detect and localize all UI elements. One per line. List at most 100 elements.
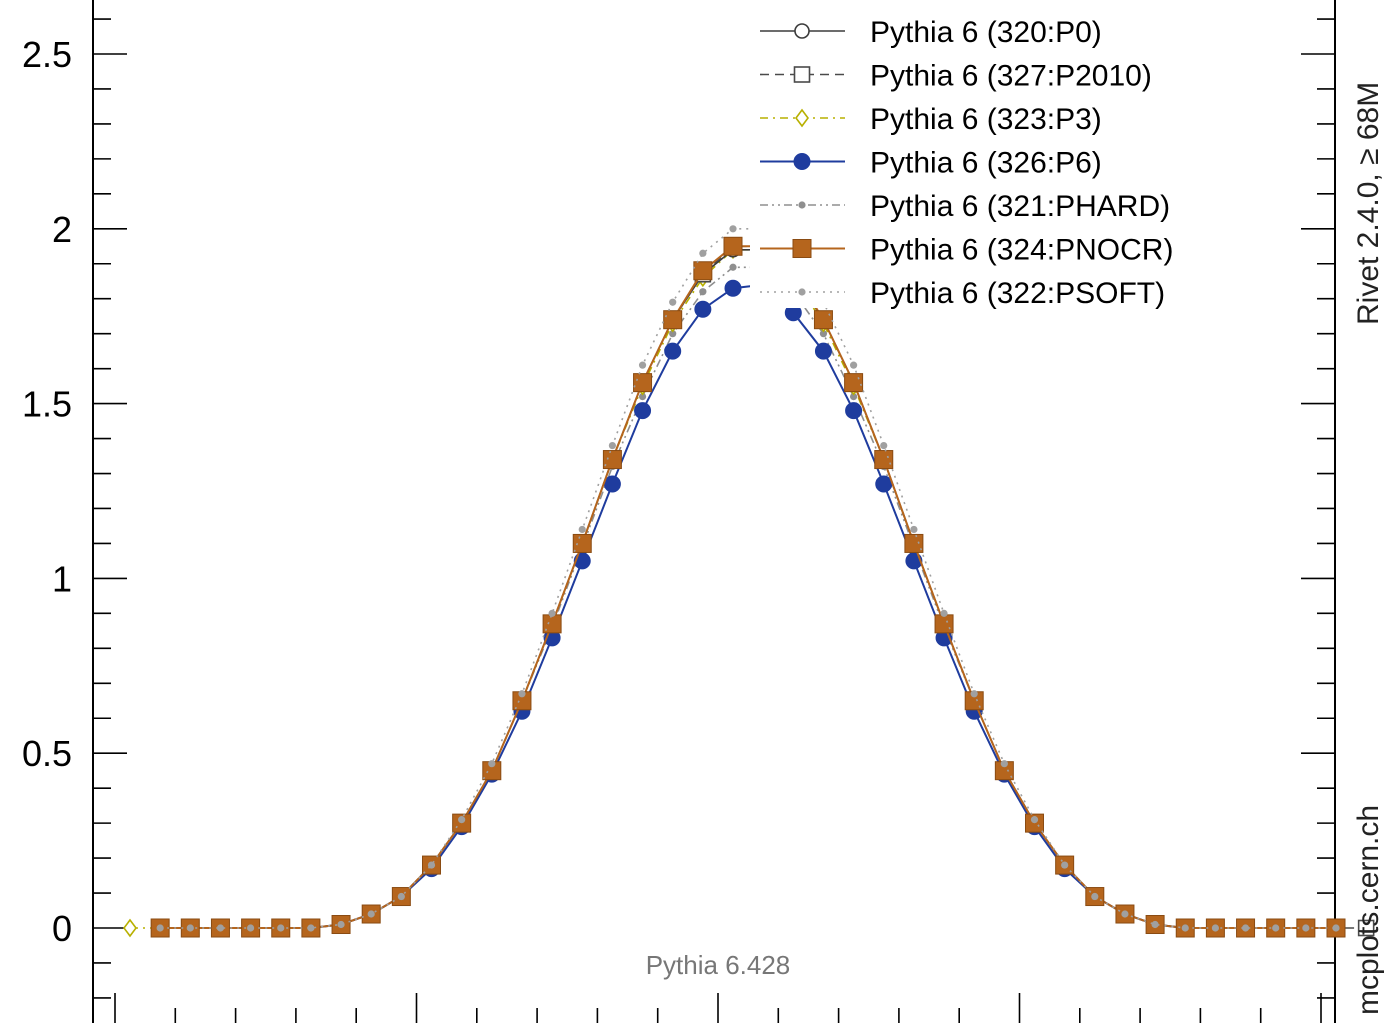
site-watermark: mcplots.cern.ch (1352, 805, 1385, 1015)
data-point (337, 920, 345, 929)
data-point (910, 525, 918, 534)
series-line (160, 228, 1336, 929)
data-point (1091, 892, 1099, 901)
data-point (724, 279, 742, 297)
data-point (123, 918, 137, 938)
series-4 (156, 263, 1340, 932)
data-point (1000, 760, 1008, 768)
data-point (693, 261, 713, 281)
plot-frame (92, 0, 1336, 1023)
y-tick-label: 2 (52, 209, 72, 250)
data-point (845, 402, 863, 420)
data-point (663, 310, 683, 330)
data-point (664, 342, 682, 360)
series-layer (123, 225, 1375, 938)
data-point (729, 225, 737, 233)
data-point (602, 450, 622, 470)
data-point (603, 475, 621, 493)
data-point (572, 533, 592, 553)
data-point (694, 300, 712, 318)
legend-label: Pythia 6 (322:PSOFT) (870, 277, 1165, 310)
data-point (633, 373, 653, 393)
data-point (723, 236, 743, 256)
data-point (634, 402, 652, 420)
data-point (1357, 919, 1375, 937)
y-tick-label: 0.5 (22, 733, 72, 774)
data-point (669, 330, 677, 338)
x-axis (114, 993, 1322, 1023)
legend-marker (798, 288, 806, 296)
series-6 (156, 225, 1340, 932)
legend-marker (795, 108, 809, 128)
legend-marker (794, 23, 810, 39)
data-point (458, 816, 466, 824)
data-point (1211, 924, 1219, 932)
data-point (488, 760, 496, 768)
data-point (904, 533, 924, 553)
data-point (850, 361, 858, 369)
data-point (874, 450, 894, 470)
series-line (160, 245, 1367, 929)
data-point (638, 361, 647, 369)
data-point (1151, 920, 1159, 929)
data-point (934, 614, 954, 634)
data-point (1241, 924, 1250, 932)
data-point (548, 609, 556, 617)
y-tick-label: 1 (52, 558, 72, 599)
data-point (819, 330, 828, 338)
data-point (216, 924, 225, 932)
data-point (844, 373, 864, 393)
data-point (940, 609, 948, 617)
legend-marker (793, 66, 811, 83)
data-point (699, 249, 707, 257)
series-line (130, 249, 1336, 929)
legend-background (750, 8, 1230, 308)
data-point (699, 288, 707, 296)
data-point (1181, 924, 1189, 932)
data-point (1121, 910, 1129, 918)
data-point (813, 310, 833, 330)
data-point (427, 861, 436, 869)
series-line (160, 245, 1336, 929)
legend-label: Pythia 6 (327:P2010) (870, 60, 1152, 93)
data-point (608, 441, 617, 450)
series-0 (152, 241, 1344, 936)
series-1 (151, 237, 1375, 937)
data-point (307, 924, 315, 932)
data-point (970, 690, 978, 698)
series-line (160, 266, 1336, 929)
data-point (397, 892, 405, 901)
legend-marker (798, 201, 806, 209)
data-point (1030, 816, 1039, 824)
data-point (814, 342, 832, 360)
data-point (1332, 924, 1340, 932)
legend: Pythia 6 (320:P0) Pythia 6 (327:P2010) Pyt… (750, 8, 1230, 310)
series-3 (151, 276, 1345, 937)
data-point (880, 441, 888, 450)
data-point (247, 924, 255, 932)
data-point (1272, 924, 1280, 932)
rivet-version-label: Rivet 2.4.0, ≥ 68M (1352, 82, 1385, 325)
legend-marker (792, 239, 812, 258)
legend-label: Pythia 6 (320:P0) (870, 16, 1102, 49)
series-line (160, 283, 1336, 929)
data-point (1302, 924, 1310, 932)
series-line (160, 249, 1336, 929)
legend-label: Pythia 6 (324:PNOCR) (870, 234, 1173, 267)
y-tick-label: 2.5 (22, 34, 72, 75)
generator-label: Pythia 6.428 (646, 950, 791, 980)
data-point (638, 393, 647, 401)
data-point (518, 690, 526, 698)
legend-marker (793, 153, 811, 170)
y-tick-label: 0 (52, 908, 72, 949)
y-axis: 0 0.5 1 1.5 2 2.5 (22, 18, 1335, 999)
data-point (850, 393, 858, 401)
data-point (367, 910, 375, 918)
data-point (1061, 861, 1069, 869)
data-point (875, 475, 893, 493)
data-point (156, 924, 164, 932)
data-point (277, 924, 285, 932)
data-point (578, 525, 586, 534)
series-5 (150, 236, 1346, 938)
